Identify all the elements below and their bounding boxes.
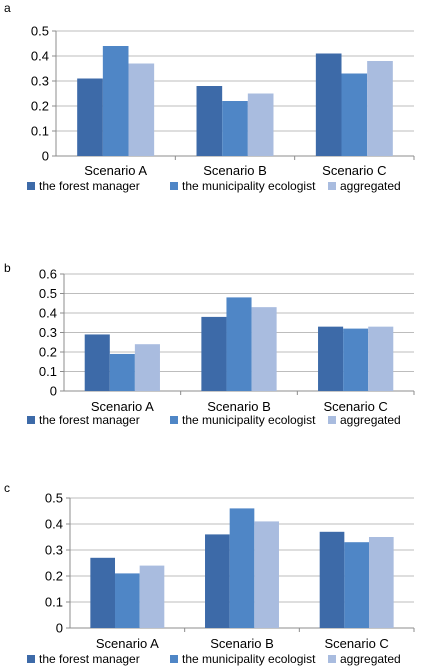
legend-swatch (170, 655, 178, 663)
bar-scenario-a-series-2 (115, 573, 140, 628)
bar-scenario-a-series-1 (77, 78, 103, 156)
panel-label: a (4, 1, 11, 15)
y-tick-label: 0 (56, 621, 63, 636)
legend-label: the municipality ecologist (182, 179, 316, 193)
legend-swatch (328, 416, 336, 424)
bar-scenario-b-series-1 (201, 316, 227, 391)
legend-swatch (170, 182, 178, 190)
bar-scenario-c-series-3 (368, 326, 394, 391)
bar-scenario-b-series-1 (205, 534, 230, 628)
bar-scenario-c-series-1 (318, 326, 344, 391)
x-category-label: Scenario A (84, 163, 147, 178)
bar-scenario-c-series-1 (315, 53, 342, 156)
x-category-label: Scenario B (203, 163, 267, 178)
bar-scenario-b-series-3 (254, 521, 279, 628)
bar-scenario-a-series-1 (90, 557, 116, 628)
y-tick-label: 0.3 (31, 74, 49, 89)
bar-scenario-b-series-2 (222, 101, 248, 156)
bar-scenario-a-series-2 (102, 46, 129, 156)
bar-scenario-c-series-2 (344, 542, 369, 628)
bar-scenario-b-series-1 (196, 86, 223, 156)
x-category-label: Scenario B (210, 636, 274, 651)
legend-swatch (27, 182, 35, 190)
legend-swatch (328, 182, 336, 190)
y-tick-label: 0.3 (45, 543, 63, 558)
bar-scenario-a-series-1 (84, 334, 110, 391)
y-tick-label: 0.2 (39, 345, 57, 360)
y-tick-label: 0.5 (45, 491, 63, 506)
x-category-label: Scenario C (325, 636, 389, 651)
bar-scenario-c-series-1 (319, 531, 345, 628)
bar-scenario-c-series-2 (341, 73, 368, 156)
x-category-label: Scenario A (96, 636, 159, 651)
y-tick-label: 0 (42, 149, 49, 164)
bar-scenario-a-series-2 (109, 353, 135, 391)
legend-label: aggregated (340, 413, 401, 427)
y-tick-label: 0.2 (45, 569, 63, 584)
y-tick-label: 0.4 (39, 306, 57, 321)
x-category-label: Scenario A (91, 399, 154, 414)
x-category-label: Scenario C (324, 399, 388, 414)
x-category-label: Scenario C (322, 163, 386, 178)
y-tick-label: 0 (50, 384, 57, 399)
legend-label: the municipality ecologist (182, 652, 316, 666)
x-category-label: Scenario B (207, 399, 271, 414)
legend-label: the municipality ecologist (182, 413, 316, 427)
legend-label: aggregated (340, 652, 401, 666)
bar-scenario-a-series-3 (128, 63, 155, 156)
bar-scenario-a-series-3 (134, 344, 160, 391)
bar-scenario-b-series-3 (251, 307, 277, 391)
y-tick-label: 0.4 (45, 517, 63, 532)
y-tick-label: 0.1 (45, 595, 63, 610)
legend-swatch (27, 416, 35, 424)
legend-swatch (27, 655, 35, 663)
legend-swatch (328, 655, 336, 663)
y-tick-label: 0.6 (39, 267, 57, 282)
panel-label: b (4, 261, 11, 275)
legend-label: the forest manager (39, 652, 140, 666)
y-tick-label: 0.2 (31, 99, 49, 114)
legend-label: the forest manager (39, 179, 140, 193)
panel-label: c (4, 481, 10, 495)
bar-scenario-a-series-3 (139, 565, 165, 628)
bar-scenario-c-series-2 (343, 328, 369, 391)
bar-scenario-b-series-2 (229, 508, 255, 628)
legend-swatch (170, 416, 178, 424)
legend-label: the forest manager (39, 413, 140, 427)
y-tick-label: 0.5 (31, 24, 49, 39)
bar-scenario-b-series-2 (226, 297, 252, 391)
y-tick-label: 0.1 (39, 364, 57, 379)
bar-scenario-b-series-3 (247, 93, 274, 156)
y-tick-label: 0.5 (39, 286, 57, 301)
y-tick-label: 0.1 (31, 124, 49, 139)
y-tick-label: 0.3 (39, 325, 57, 340)
legend-label: aggregated (340, 179, 401, 193)
bar-scenario-c-series-3 (367, 61, 393, 156)
y-tick-label: 0.4 (31, 49, 49, 64)
bar-scenario-c-series-3 (368, 537, 394, 628)
